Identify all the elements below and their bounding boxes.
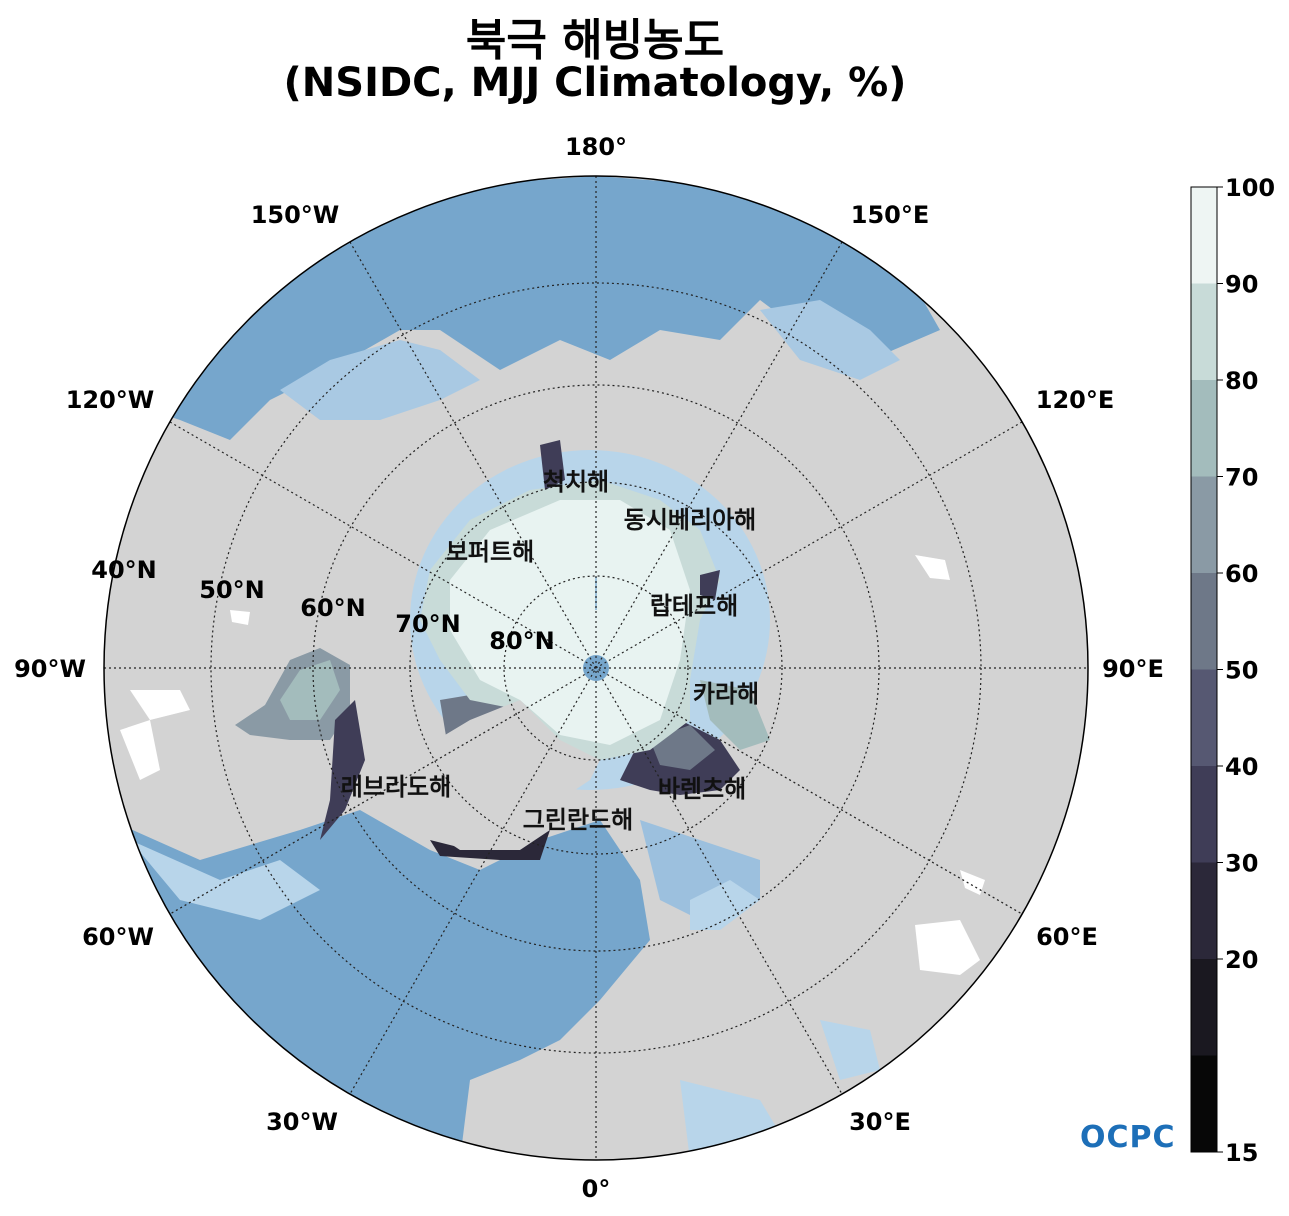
hudson-bay-ice-inner — [280, 660, 340, 720]
caspian-sea — [915, 920, 980, 975]
lat-label-40n: 40°N — [91, 556, 156, 584]
lake-4 — [960, 870, 985, 895]
colorbar-tick-label: 30 — [1225, 850, 1258, 878]
lon-label-150e: 150°E — [851, 201, 930, 229]
lon-label-90w: 90°W — [14, 655, 86, 683]
chukchi-ice-tongue — [540, 440, 565, 490]
labrador-sea-ice — [315, 700, 365, 860]
kara-sea-ice — [700, 680, 770, 750]
lon-label-120w: 120°W — [66, 386, 155, 414]
lat-circle-80 — [503, 575, 689, 761]
baltic-sea — [690, 880, 760, 930]
sea-label-kara: 카라해 — [693, 680, 759, 708]
sea-label-barents: 바렌츠해 — [658, 775, 746, 803]
lon-label-60w: 60°W — [82, 923, 154, 951]
colorbar-segment — [1191, 476, 1217, 574]
lat-label-70n: 70°N — [395, 610, 460, 638]
colorbar-segment — [1191, 283, 1217, 381]
lon-label-120e: 120°E — [1036, 386, 1115, 414]
colorbar-tick-label: 40 — [1225, 753, 1258, 781]
colorbar-tick-label: 80 — [1225, 367, 1258, 395]
colorbar-segment — [1191, 862, 1217, 960]
meridian-120e-60w — [169, 421, 1023, 915]
lon-label-180: 180° — [565, 133, 627, 161]
colorbar-tick-label: 100 — [1225, 174, 1275, 202]
map-title: 북극 해빙농도 — [465, 15, 725, 66]
lake-baikal — [915, 555, 950, 580]
sea-label-laptev: 랍테프해 — [650, 592, 738, 620]
colorbar-segment — [1191, 1055, 1217, 1153]
colorbar-segment — [1191, 573, 1217, 670]
map-subtitle: (NSIDC, MJJ Climatology, %) — [283, 60, 907, 106]
colorbar-segment — [1191, 187, 1217, 284]
lat-circle-50 — [210, 282, 982, 1054]
lake-1 — [130, 690, 190, 720]
lon-label-150w: 150°W — [251, 201, 340, 229]
sea-label-east-siberian: 동시베리아해 — [624, 506, 756, 534]
colorbar-segment — [1191, 959, 1217, 1056]
greenland-east-ice-edge — [430, 830, 550, 860]
sea-label-chukchi: 척치해 — [543, 468, 609, 496]
colorbar-segment — [1191, 766, 1217, 863]
map-boundary — [103, 175, 1089, 1161]
lon-label-30e: 30°E — [849, 1108, 911, 1136]
lon-label-90e: 90°E — [1102, 655, 1164, 683]
lon-label-60e: 60°E — [1036, 923, 1098, 951]
colorbar: 100 90 80 70 60 50 40 30 20 15 — [1190, 174, 1275, 1167]
lat-label-80n: 80°N — [489, 627, 554, 655]
lat-label-50n: 50°N — [199, 576, 264, 604]
colorbar-tick-label: 15 — [1225, 1139, 1258, 1167]
sea-label-beaufort: 보퍼트해 — [446, 538, 534, 566]
lat-label-60n: 60°N — [300, 594, 365, 622]
colorbar-tick-label: 70 — [1225, 464, 1258, 492]
lake-2 — [120, 720, 160, 780]
sea-label-greenland: 그린란드해 — [523, 806, 633, 834]
black-sea — [820, 1020, 880, 1080]
colorbar-tick-label: 20 — [1225, 946, 1258, 974]
ocpc-logo: OCPC — [1080, 1120, 1176, 1155]
colorbar-tick-label: 90 — [1225, 271, 1258, 299]
bering-shelf — [280, 340, 480, 420]
laptev-ice-edge — [700, 570, 720, 600]
colorbar-tick-label: 50 — [1225, 657, 1258, 685]
colorbar-tick-label: 60 — [1225, 560, 1258, 588]
lon-label-0: 0° — [582, 1175, 611, 1203]
colorbar-segment — [1191, 669, 1217, 767]
atlantic-shelf-west — [130, 840, 320, 920]
colorbar-segment — [1191, 380, 1217, 477]
greenland — [410, 700, 600, 850]
graticule — [104, 176, 1088, 1160]
lon-label-30w: 30°W — [266, 1108, 338, 1136]
lake-3 — [230, 610, 250, 625]
okhotsk-shelf — [760, 300, 900, 380]
sea-ice-pack-core — [450, 500, 690, 745]
sea-label-labrador: 래브라도해 — [341, 773, 451, 801]
